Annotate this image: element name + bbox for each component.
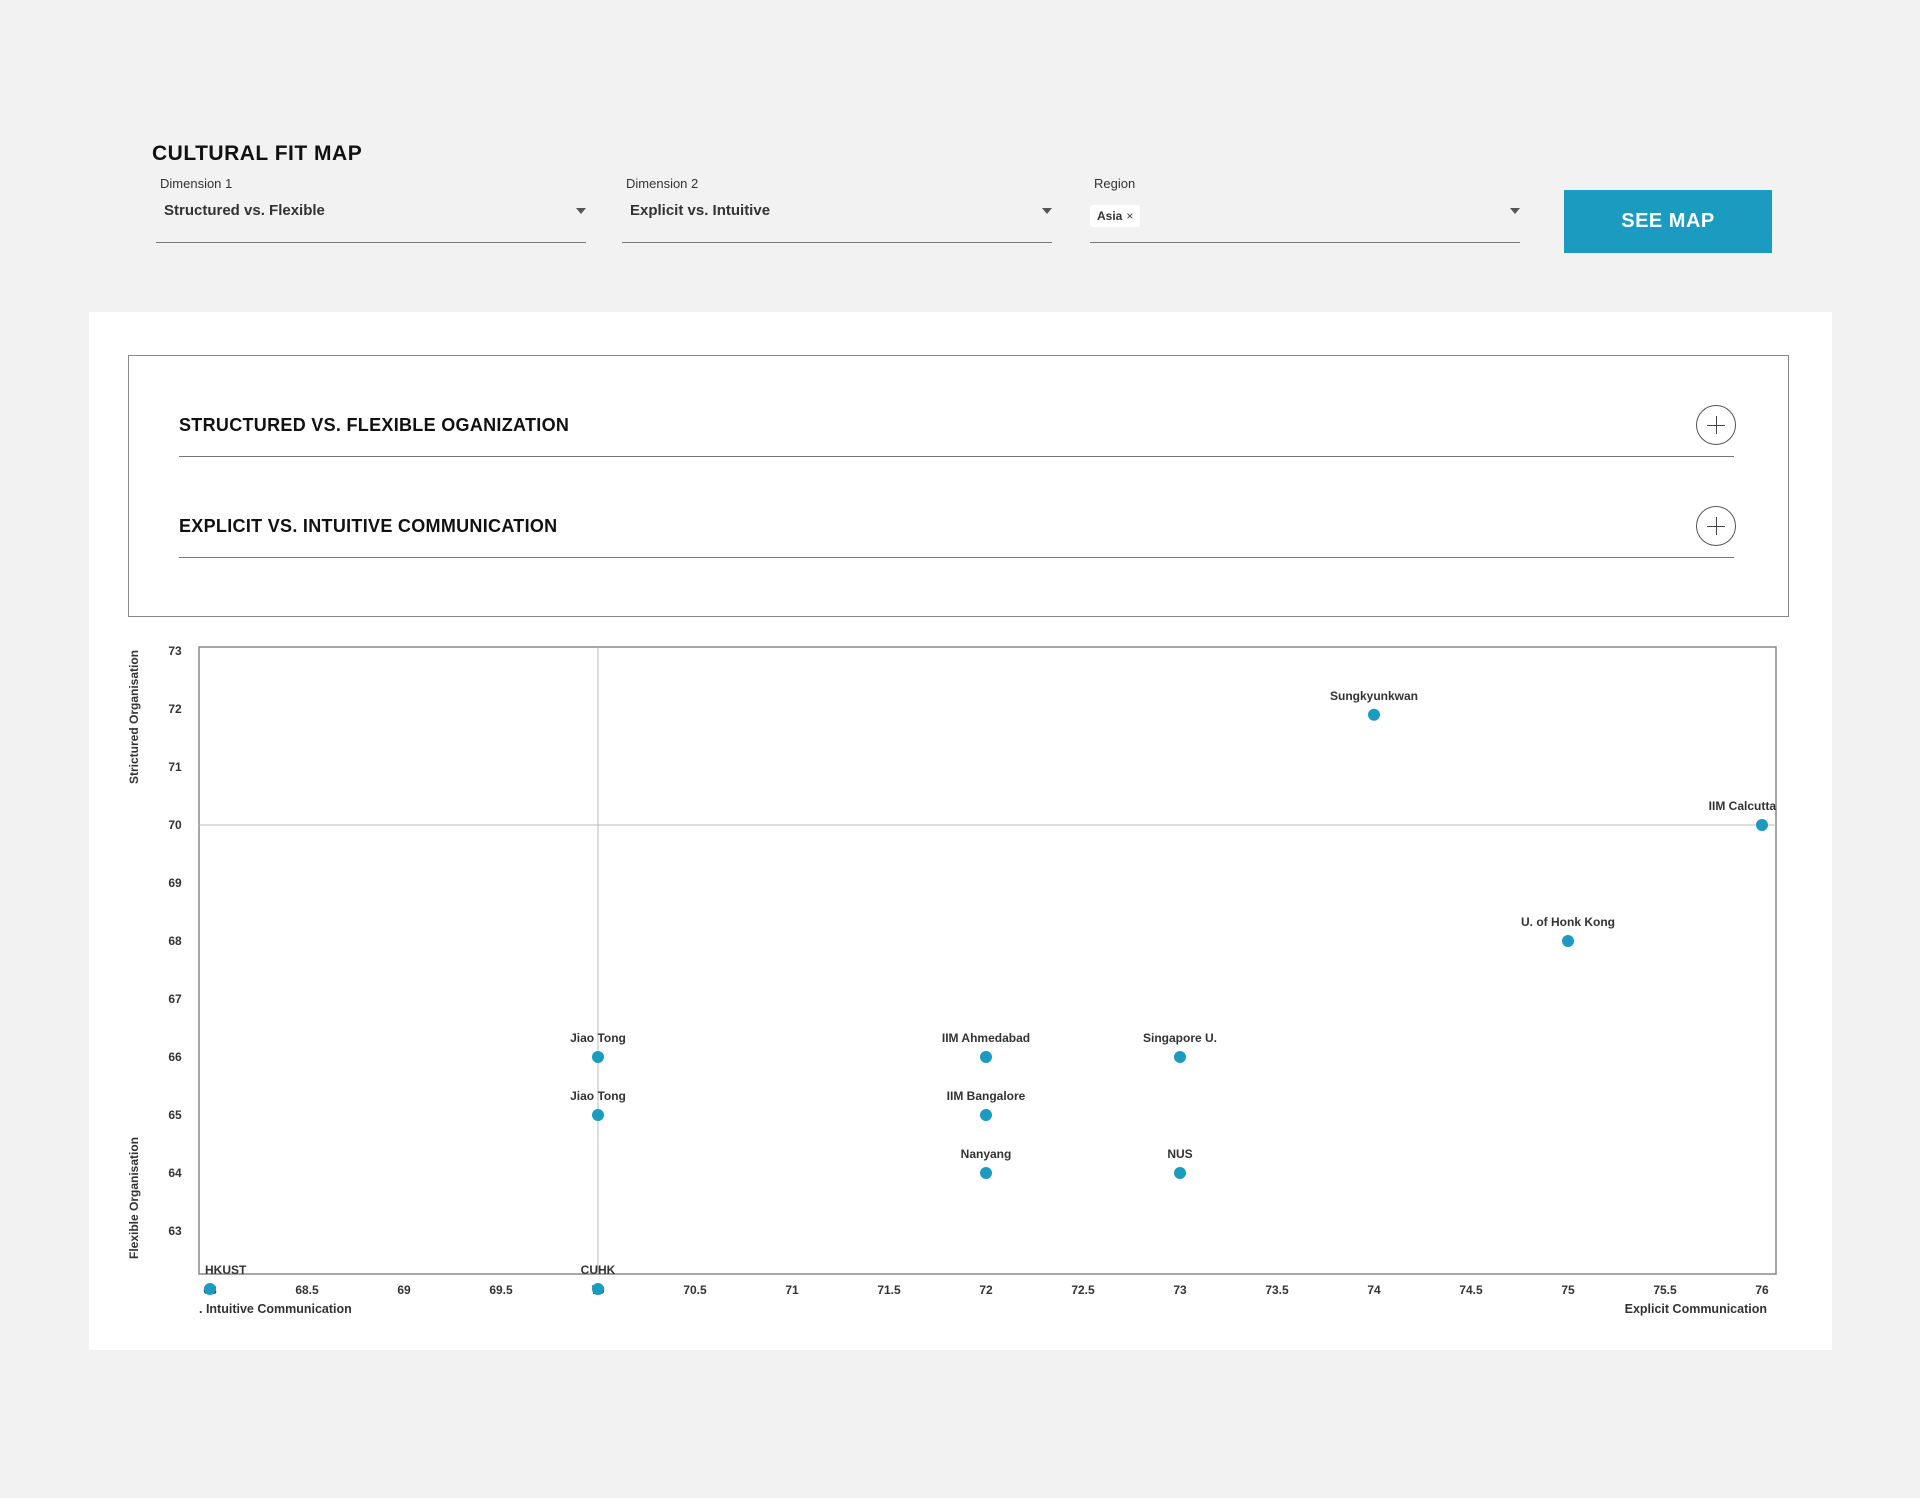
see-map-button[interactable]: SEE MAP xyxy=(1564,190,1772,253)
x-tick-label: 75.5 xyxy=(1653,1283,1677,1297)
data-point[interactable] xyxy=(592,1283,604,1295)
chevron-down-icon[interactable] xyxy=(576,208,586,214)
data-point-label: Jiao Tong xyxy=(570,1089,626,1103)
data-point[interactable] xyxy=(1368,708,1380,721)
results-card: STRUCTURED VS. FLEXIBLE OGANIZATION EXPL… xyxy=(89,312,1832,1350)
region-label: Region xyxy=(1094,176,1136,191)
chip-remove-icon[interactable]: × xyxy=(1126,209,1134,223)
dimension2-value: Explicit vs. Intuitive xyxy=(630,202,771,219)
data-point-label: IIM Calcutta xyxy=(1709,799,1777,813)
dimension1-select[interactable]: Dimension 1 Structured vs. Flexible xyxy=(156,176,586,243)
accordion-item-structured-flexible[interactable]: STRUCTURED VS. FLEXIBLE OGANIZATION xyxy=(179,356,1736,457)
data-point-label: Sungkyunkwan xyxy=(1330,689,1418,703)
accordion-title: STRUCTURED VS. FLEXIBLE OGANIZATION xyxy=(179,415,570,435)
data-point[interactable] xyxy=(204,1283,216,1295)
region-select[interactable]: Region Asia × xyxy=(1090,176,1520,243)
x-tick-label: 69 xyxy=(397,1283,411,1297)
y-tick-label: 68 xyxy=(168,934,182,948)
data-point[interactable] xyxy=(980,1051,992,1063)
x-tick-label: 73.5 xyxy=(1265,1283,1289,1297)
plus-icon[interactable] xyxy=(1696,405,1736,445)
y-tick-label: 63 xyxy=(168,1224,182,1238)
data-point[interactable] xyxy=(592,1051,604,1063)
page-title: CULTURAL FIT MAP xyxy=(152,142,363,165)
accordion-title: EXPLICIT VS. INTUITIVE COMMUNICATION xyxy=(179,516,558,536)
data-point-label: IIM Ahmedabad xyxy=(942,1031,1030,1045)
x-tick-label: 74.5 xyxy=(1459,1283,1483,1297)
x-tick-label: 71 xyxy=(785,1283,799,1297)
data-point[interactable] xyxy=(980,1109,992,1121)
y-tick-label: 64 xyxy=(168,1166,182,1180)
x-tick-label: 74 xyxy=(1367,1283,1381,1297)
cultural-fit-scatter-chart: 63646566676869707172736868.56969.57070.5… xyxy=(127,644,1777,1316)
data-point[interactable] xyxy=(1174,1051,1186,1063)
y-axis-label-top: Strictured Organisation xyxy=(127,650,141,784)
y-tick-label: 70 xyxy=(168,818,182,832)
plus-icon[interactable] xyxy=(1696,506,1736,546)
data-point-label: HKUST xyxy=(205,1263,247,1277)
y-tick-label: 72 xyxy=(168,702,182,716)
x-tick-label: 70.5 xyxy=(683,1283,707,1297)
x-tick-label: 72 xyxy=(979,1283,993,1297)
y-tick-label: 71 xyxy=(168,760,182,774)
data-point-label: NUS xyxy=(1167,1147,1192,1161)
x-tick-label: 73 xyxy=(1173,1283,1187,1297)
y-tick-label: 65 xyxy=(168,1108,182,1122)
x-tick-label: 71.5 xyxy=(877,1283,901,1297)
data-point-label: IIM Bangalore xyxy=(947,1089,1026,1103)
y-tick-label: 66 xyxy=(168,1050,182,1064)
y-tick-label: 67 xyxy=(168,992,182,1006)
data-point-label: Nanyang xyxy=(961,1147,1012,1161)
chevron-down-icon[interactable] xyxy=(1510,208,1520,214)
data-point[interactable] xyxy=(1562,935,1574,947)
data-point-label: CUHK xyxy=(581,1263,616,1277)
data-point[interactable] xyxy=(592,1109,604,1121)
dimension2-label: Dimension 2 xyxy=(626,176,699,191)
dimension-accordion: STRUCTURED VS. FLEXIBLE OGANIZATION EXPL… xyxy=(128,355,1789,617)
data-point-label: U. of Honk Kong xyxy=(1521,915,1615,929)
data-point-label: Singapore U. xyxy=(1143,1031,1217,1045)
x-tick-label: 69.5 xyxy=(489,1283,513,1297)
x-tick-label: 76 xyxy=(1755,1283,1769,1297)
dimension1-label: Dimension 1 xyxy=(160,176,233,191)
x-axis-label-left: . Intuitive Communication xyxy=(199,1302,352,1316)
accordion-item-explicit-intuitive[interactable]: EXPLICIT VS. INTUITIVE COMMUNICATION xyxy=(179,457,1736,558)
x-tick-label: 72.5 xyxy=(1071,1283,1095,1297)
y-axis-label-bottom: Flexible Organisation xyxy=(127,1137,141,1259)
region-chip-asia: Asia × xyxy=(1090,205,1141,227)
x-tick-label: 68.5 xyxy=(295,1283,319,1297)
chip-label: Asia xyxy=(1097,209,1123,223)
dimension2-select[interactable]: Dimension 2 Explicit vs. Intuitive xyxy=(622,176,1052,243)
data-point-label: Jiao Tong xyxy=(570,1031,626,1045)
data-point[interactable] xyxy=(980,1167,992,1179)
plot-frame xyxy=(198,646,1777,1275)
x-tick-label: 75 xyxy=(1561,1283,1575,1297)
dimension1-value: Structured vs. Flexible xyxy=(164,202,325,219)
y-tick-label: 69 xyxy=(168,876,182,890)
y-tick-label: 73 xyxy=(168,644,182,658)
chevron-down-icon[interactable] xyxy=(1042,208,1052,214)
data-point[interactable] xyxy=(1174,1167,1186,1179)
x-axis-label-right: Explicit Communication xyxy=(1625,1302,1767,1316)
data-point[interactable] xyxy=(1756,819,1768,831)
